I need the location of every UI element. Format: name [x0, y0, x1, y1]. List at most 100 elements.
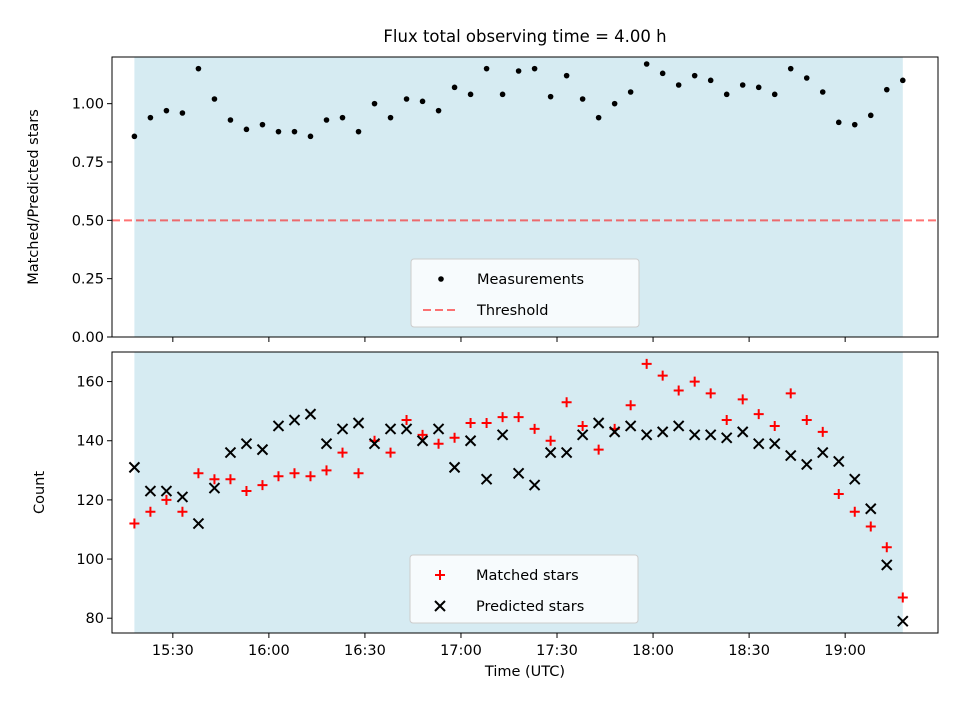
plot-frame	[111, 56, 939, 338]
data-point	[627, 89, 634, 95]
data-point	[817, 426, 828, 437]
data-point	[160, 485, 173, 497]
data-point	[723, 91, 730, 98]
data-point	[897, 592, 908, 603]
data-point	[272, 420, 285, 432]
data-point	[785, 388, 796, 399]
data-point	[337, 447, 348, 458]
data-point	[227, 117, 234, 123]
data-point	[673, 385, 684, 396]
legend-label: Threshold	[476, 303, 548, 319]
data-point	[835, 119, 842, 126]
y-tick-label: 0.50	[72, 213, 104, 229]
data-point	[368, 437, 381, 450]
data-point	[512, 467, 525, 479]
data-point	[688, 429, 701, 441]
data-point	[833, 455, 845, 468]
data-point	[579, 96, 586, 102]
legend: Matched stars Predicted stars	[409, 554, 639, 624]
data-point	[499, 91, 506, 98]
data-point	[753, 437, 765, 450]
data-point	[371, 100, 378, 107]
data-point	[483, 65, 490, 72]
data-point	[675, 82, 682, 88]
data-point	[288, 414, 301, 426]
y-axis-label: Count	[32, 471, 48, 514]
data-point	[353, 468, 364, 479]
x-tick-label: 18:00	[632, 643, 674, 659]
data-point	[336, 423, 349, 435]
data-point	[464, 435, 477, 447]
data-point	[721, 415, 732, 426]
data-point	[608, 426, 621, 438]
data-point	[865, 521, 876, 532]
data-point	[865, 503, 877, 515]
data-point	[640, 429, 653, 441]
data-point	[384, 423, 397, 435]
data-point	[691, 72, 698, 79]
data-point	[881, 542, 892, 553]
data-point	[561, 397, 572, 408]
data-point	[736, 426, 749, 438]
y-tick-label: 1.00	[72, 97, 104, 113]
data-point	[128, 461, 141, 474]
y-tick-label: 0.75	[72, 155, 104, 171]
data-point	[689, 376, 700, 387]
x-tick-label: 15:30	[152, 643, 194, 659]
data-point	[563, 72, 570, 79]
data-point	[321, 465, 332, 476]
y-tick-label: 0.25	[72, 272, 104, 288]
data-point	[643, 61, 650, 67]
data-point	[193, 468, 204, 479]
data-point	[481, 417, 492, 428]
data-point	[195, 65, 202, 72]
data-point	[304, 408, 317, 420]
data-point	[275, 128, 282, 135]
data-point	[433, 438, 444, 449]
data-point	[547, 93, 554, 100]
data-point	[163, 107, 170, 114]
data-point	[592, 417, 605, 429]
data-point	[531, 65, 538, 72]
data-point	[641, 358, 652, 369]
data-point	[611, 100, 618, 107]
data-point	[400, 423, 413, 435]
data-point	[480, 473, 493, 485]
x-tick-label: 17:30	[536, 643, 578, 659]
data-point	[545, 435, 556, 446]
data-point	[801, 458, 813, 471]
legend-label: Predicted stars	[476, 599, 584, 615]
data-point	[209, 474, 220, 485]
x-tick-label: 19:00	[824, 643, 866, 659]
data-point	[467, 91, 474, 98]
legend-label: Measurements	[477, 272, 584, 288]
series-predicted-stars	[128, 408, 909, 627]
data-point	[529, 423, 540, 434]
plot-frame	[111, 351, 939, 634]
data-point	[432, 423, 445, 435]
data-point	[737, 394, 748, 405]
data-point	[867, 112, 874, 119]
data-point	[289, 468, 300, 479]
data-point	[803, 75, 810, 81]
data-point	[515, 68, 522, 74]
data-point	[448, 461, 461, 474]
data-point	[787, 65, 794, 72]
data-point	[305, 471, 316, 482]
data-point	[755, 84, 762, 91]
data-point	[323, 117, 330, 123]
data-point	[176, 491, 189, 503]
data-point	[355, 128, 362, 135]
data-point	[256, 443, 269, 456]
legend-label: Matched stars	[476, 568, 579, 584]
data-point	[496, 429, 509, 441]
y-tick-label: 80	[86, 611, 104, 627]
data-point	[801, 415, 812, 426]
data-point	[352, 417, 365, 429]
data-point	[656, 426, 669, 438]
data-point	[881, 559, 893, 571]
data-point	[595, 114, 602, 121]
data-point	[657, 370, 668, 381]
